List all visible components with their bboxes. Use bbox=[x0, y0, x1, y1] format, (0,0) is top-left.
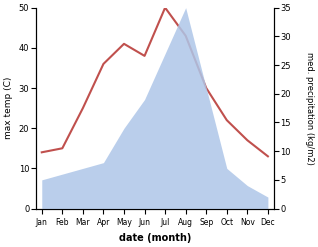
X-axis label: date (month): date (month) bbox=[119, 233, 191, 243]
Y-axis label: med. precipitation (kg/m2): med. precipitation (kg/m2) bbox=[305, 52, 314, 165]
Y-axis label: max temp (C): max temp (C) bbox=[4, 77, 13, 139]
